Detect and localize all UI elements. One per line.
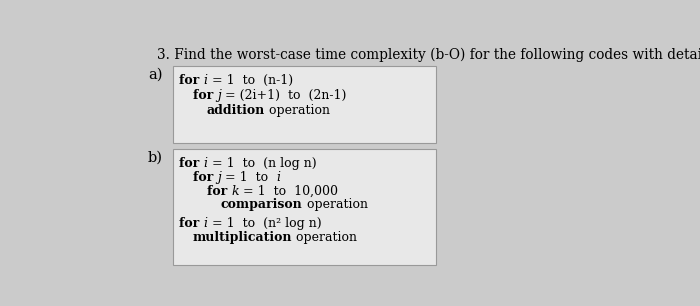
Text: i: i — [204, 217, 208, 230]
Text: = 1  to: = 1 to — [221, 171, 276, 184]
Text: operation: operation — [265, 104, 330, 118]
Text: for: for — [179, 157, 204, 170]
Text: comparison: comparison — [220, 198, 302, 211]
Text: = 1  to  (n-1): = 1 to (n-1) — [208, 74, 293, 87]
Text: addition: addition — [207, 104, 265, 118]
Text: multiplication: multiplication — [193, 231, 293, 244]
Text: k: k — [232, 185, 239, 198]
Text: b): b) — [148, 151, 163, 165]
Text: a): a) — [148, 68, 162, 81]
Text: j: j — [218, 171, 221, 184]
Text: for: for — [179, 74, 204, 87]
Text: = 1  to  10,000: = 1 to 10,000 — [239, 185, 338, 198]
Bar — [173, 149, 436, 265]
Text: j: j — [218, 89, 221, 102]
Text: = 1  to  (n² log n): = 1 to (n² log n) — [208, 217, 321, 230]
Text: for: for — [193, 89, 218, 102]
Text: i: i — [204, 157, 208, 170]
Text: = (2i+1)  to  (2n-1): = (2i+1) to (2n-1) — [221, 89, 346, 102]
Text: i: i — [276, 171, 281, 184]
Text: = 1  to  (n log n): = 1 to (n log n) — [208, 157, 316, 170]
Text: 3. Find the worst-case time complexity (b-O) for the following codes with detail: 3. Find the worst-case time complexity (… — [158, 47, 700, 62]
Bar — [173, 66, 436, 143]
Text: i: i — [204, 74, 208, 87]
Text: operation: operation — [302, 198, 368, 211]
Text: operation: operation — [293, 231, 358, 244]
Text: for: for — [207, 185, 232, 198]
Text: for: for — [179, 217, 204, 230]
Text: for: for — [193, 171, 218, 184]
